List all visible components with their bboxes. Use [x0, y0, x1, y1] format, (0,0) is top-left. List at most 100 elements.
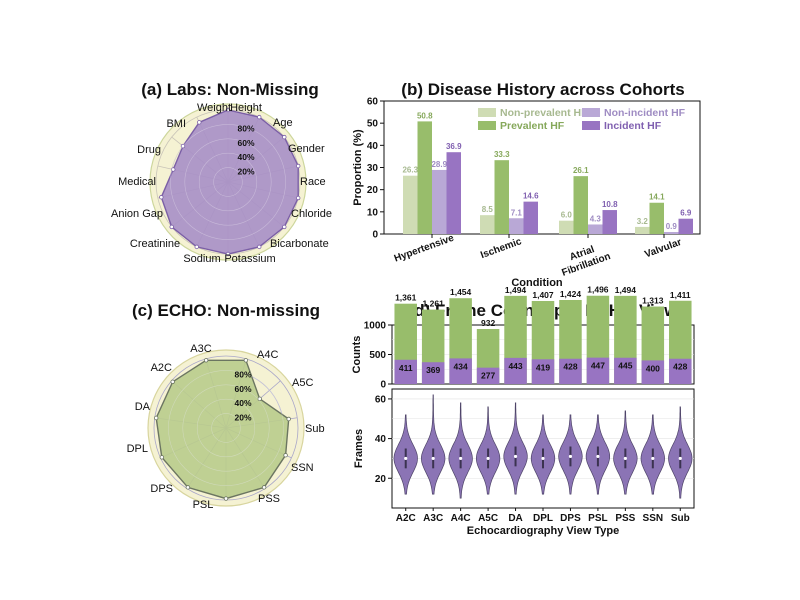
radar-axis-label: PSL	[193, 499, 214, 511]
x-tick-label-line: Valvular	[643, 237, 683, 260]
bar-total-label: 932	[481, 318, 495, 328]
radar-point	[223, 496, 229, 501]
panel-b-title: (b) Disease History across Cohorts	[401, 80, 684, 99]
radar-axis-label: Gender	[288, 143, 325, 155]
radar-ring-label: 40%	[237, 152, 254, 162]
bar-subset-label: 411	[399, 363, 413, 373]
bar-subset	[421, 362, 445, 384]
x-tick-label: A4C	[451, 513, 471, 524]
bar-subset-label: 277	[481, 371, 495, 381]
bar-value-label: 7.1	[511, 208, 523, 217]
bar-subset-label: 419	[536, 362, 550, 372]
radar-point	[225, 107, 231, 113]
y-tick-label: 50	[367, 119, 379, 130]
legend-swatch	[582, 121, 600, 130]
radar-axis-label: Creatinine	[130, 238, 180, 250]
legend-label: Incident HF	[604, 120, 662, 132]
bar-subset	[394, 359, 417, 384]
radar-point	[180, 143, 186, 149]
radar-ring-label: 60%	[237, 138, 254, 148]
bar-value-label: 28.9	[431, 160, 447, 169]
bar-total-label: 1,361	[395, 293, 417, 303]
radar-point	[159, 195, 164, 200]
bar-subset	[504, 357, 527, 384]
radar-axis-label: A5C	[292, 377, 313, 389]
radar-ring-label: 40%	[234, 398, 251, 408]
violin-median	[513, 454, 518, 459]
radar-point	[282, 134, 287, 140]
radar-axis-label: Medical	[118, 176, 156, 188]
bar	[403, 175, 418, 234]
radar-gridline-overlay	[213, 167, 243, 197]
x-tick-label: DPS	[560, 513, 581, 524]
radar-point	[203, 358, 209, 363]
radar-point	[197, 120, 202, 125]
radar-axis-label: DPS	[150, 483, 173, 495]
bar	[649, 202, 664, 234]
bar-subset-label: 447	[591, 361, 605, 371]
bar-subset	[641, 360, 665, 384]
bar-value-label: 10.8	[602, 200, 618, 209]
radar-axis-label: Weight	[197, 102, 231, 114]
radar-point	[295, 195, 301, 201]
x-tick-label: Valvular	[643, 237, 683, 260]
bar	[602, 210, 617, 234]
bar-value-label: 14.6	[523, 192, 539, 201]
bar-total-label: 1,411	[670, 290, 691, 300]
radar-axis-label: A3C	[190, 343, 211, 355]
bar-subset-label: 428	[563, 362, 577, 372]
bar	[446, 152, 461, 234]
bar-total-label: 1,494	[615, 285, 637, 295]
bar-value-label: 26.1	[573, 166, 589, 175]
bar-total-label: 1,454	[450, 287, 472, 297]
violin-median	[596, 454, 600, 459]
bar-total-label: 1,494	[505, 285, 527, 295]
violin-median	[404, 456, 408, 461]
legend-label: Prevalent HF	[500, 120, 565, 132]
x-tick-label: PSL	[588, 513, 607, 524]
radar-axis-label: A2C	[151, 362, 172, 374]
bar-subset	[449, 358, 472, 384]
bar-value-label: 36.9	[446, 142, 462, 151]
x-tick-label: PSS	[615, 513, 635, 524]
y-tick-label: 1000	[364, 321, 387, 332]
bar	[573, 176, 588, 234]
bar-value-label: 3.2	[637, 217, 649, 226]
bar	[523, 201, 538, 234]
bar-value-label: 50.8	[417, 111, 433, 120]
radar-axis-label: Bicarbonate	[270, 238, 329, 250]
bar-subset-label: 369	[426, 365, 440, 375]
y-axis-label: Proportion (%)	[352, 129, 364, 206]
y-axis-label: Counts	[351, 336, 363, 374]
x-tick-label: Ischemic	[479, 236, 523, 261]
radar-ring-label: 60%	[234, 384, 251, 394]
radar-point	[257, 396, 262, 401]
bar-subset	[614, 357, 637, 384]
bar-value-label: 0.9	[666, 222, 678, 231]
radar-point	[283, 453, 288, 458]
legend-swatch	[478, 121, 496, 130]
panel-a-title: (a) Labs: Non-Missing	[141, 80, 319, 99]
radar-point	[170, 379, 175, 384]
bar	[559, 220, 574, 234]
radar-point	[171, 167, 176, 172]
radar-axis-label: Chloride	[291, 208, 332, 220]
bar-subset-label: 434	[454, 361, 468, 371]
bar-value-label: 33.3	[494, 150, 510, 159]
bar-subset	[586, 357, 610, 384]
y-tick-label: 500	[369, 350, 386, 361]
y-tick-label: 30	[367, 163, 379, 174]
radar-point	[243, 358, 249, 363]
radar-ring-label: 80%	[237, 123, 254, 133]
radar-point	[225, 251, 231, 257]
bar-total-label: 1,496	[587, 285, 609, 295]
violin-median	[541, 456, 545, 461]
bar	[635, 226, 650, 234]
x-tick-label-line: Hypertensive	[393, 233, 456, 265]
radar-axis-label: BMI	[166, 118, 186, 130]
radar-point	[185, 485, 191, 490]
radar-axis-label: Sub	[305, 423, 325, 435]
legend-label: Non-incident HF	[604, 107, 686, 119]
bar	[664, 232, 679, 234]
